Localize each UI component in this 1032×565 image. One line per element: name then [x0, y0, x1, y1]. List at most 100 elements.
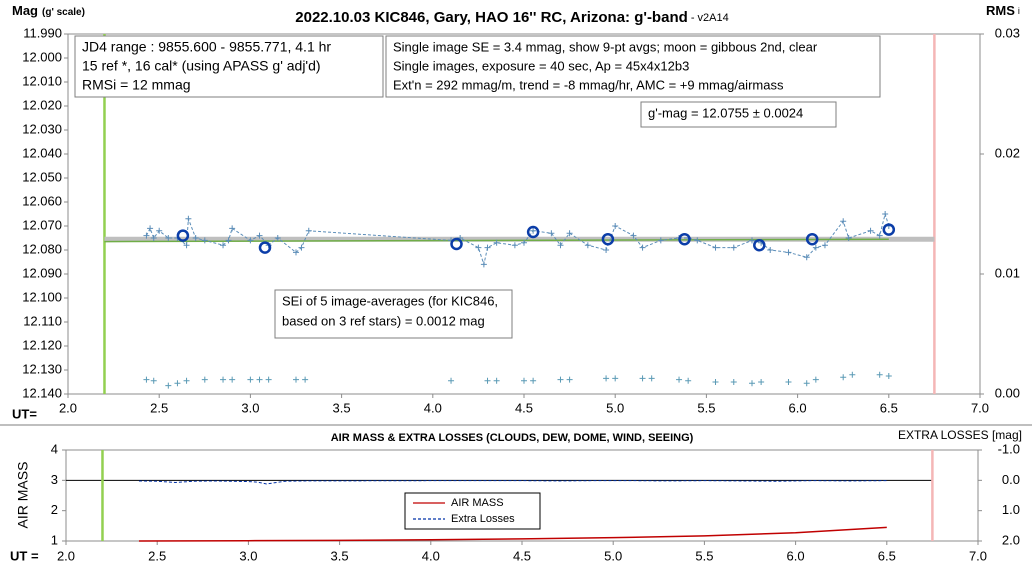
x-axis-label: UT = — [10, 548, 39, 563]
data-point — [867, 227, 874, 234]
y2-tick-label: 0.02 — [995, 145, 1020, 160]
y2-tick-label: 0.01 — [995, 265, 1020, 280]
data-point — [639, 375, 646, 382]
data-point — [183, 377, 190, 384]
y-tick-label: 12.110 — [23, 313, 62, 328]
annotation-text: Ext'n = 292 mmag/m, trend = -8 mmag/hr, … — [393, 77, 784, 92]
y-tick-label: 1 — [51, 532, 58, 547]
x-tick-label: 3.0 — [241, 400, 259, 415]
data-point — [293, 376, 299, 383]
data-point — [530, 377, 537, 384]
data-point — [156, 227, 163, 234]
y2-tick-label: 0.0 — [1002, 472, 1020, 487]
y-tick-label: 12.030 — [22, 121, 62, 136]
data-point — [165, 235, 172, 241]
series-line — [138, 480, 887, 485]
data-point — [174, 380, 181, 387]
y-tick-label: 12.120 — [22, 337, 62, 352]
data-point — [785, 379, 792, 385]
x-tick-label: 2.0 — [59, 400, 77, 415]
data-point — [150, 377, 157, 384]
data-point — [557, 242, 564, 249]
annotation-text: g'-mag = 12.0755 ± 0.0024 — [648, 105, 803, 120]
data-point — [256, 376, 263, 383]
data-point — [143, 232, 150, 239]
annotation-text: SEi of 5 image-averages (for KIC846, — [282, 293, 498, 308]
average-point — [805, 232, 819, 246]
chart-title: 2022.10.03 KIC846, Gary, HAO 16'' RC, Ar… — [295, 9, 728, 26]
data-point — [480, 261, 487, 268]
average-point — [450, 237, 463, 251]
x-tick-label: 7.0 — [969, 548, 987, 563]
y-label-note: (g' scale) — [42, 7, 85, 18]
data-point — [530, 227, 537, 234]
data-point — [657, 237, 664, 244]
annotation-text: based on 3 ref stars) = 0.0012 mag — [282, 313, 485, 328]
data-point — [849, 371, 856, 378]
legend-box — [404, 492, 541, 530]
title-text: 2022.10.03 KIC846, Gary, HAO 16'' RC, Ar… — [295, 9, 688, 26]
data-point — [298, 244, 305, 251]
data-point — [165, 382, 172, 389]
data-point — [247, 237, 254, 244]
data-point — [265, 376, 272, 383]
data-point — [201, 376, 208, 383]
data-point — [493, 239, 500, 246]
x-tick-label: 2.5 — [148, 548, 166, 563]
data-point — [274, 235, 281, 241]
data-point — [639, 244, 646, 251]
data-point — [143, 376, 150, 383]
average-point — [678, 232, 691, 246]
average-point — [176, 229, 190, 242]
x-axis-label: UT= — [12, 406, 37, 421]
y-tick-label: 12.070 — [22, 217, 62, 232]
data-point — [229, 225, 236, 232]
data-point — [521, 239, 527, 246]
data-point — [812, 376, 819, 383]
data-point — [603, 375, 610, 382]
data-point — [840, 218, 847, 225]
annotation-box — [640, 101, 837, 128]
legend-label: Extra Losses — [451, 513, 515, 525]
average-point — [753, 238, 766, 252]
y-tick-label: 4 — [51, 441, 58, 456]
y-tick-label: 3 — [51, 472, 58, 487]
data-point — [229, 376, 236, 383]
data-point — [730, 379, 737, 385]
y-tick-label: 2 — [51, 502, 58, 517]
x-tick-label: 4.5 — [515, 400, 533, 415]
data-point — [475, 244, 482, 251]
y2-tick-label: 1.0 — [1002, 502, 1020, 517]
data-point — [521, 377, 527, 384]
chart-title: AIR MASS & EXTRA LOSSES (CLOUDS, DEW, DO… — [331, 432, 694, 444]
annotation-box — [274, 289, 513, 339]
annotation-text: JD4 range : 9855.600 - 9855.771, 4.1 hr — [82, 39, 331, 55]
x-tick-label: 4.5 — [513, 548, 531, 563]
x-tick-label: 6.5 — [880, 400, 898, 415]
data-point — [685, 377, 692, 384]
y2-tick-label: 2.0 — [1002, 532, 1020, 547]
data-point — [676, 376, 683, 383]
y-axis-label: AIR MASS — [15, 462, 31, 529]
y-tick-label: 12.140 — [22, 385, 62, 400]
data-point — [876, 371, 883, 378]
data-point — [448, 377, 455, 384]
data-point — [758, 379, 765, 385]
annotation-text: RMSi = 12 mmag — [82, 77, 191, 93]
x-tick-label: 4.0 — [422, 548, 440, 563]
data-point — [247, 376, 254, 383]
data-point — [484, 244, 491, 251]
data-point — [192, 235, 199, 241]
data-point — [749, 380, 755, 387]
data-point — [220, 242, 227, 249]
y2-tick-label: 0.03 — [995, 25, 1020, 40]
data-point — [493, 377, 500, 384]
data-point — [712, 379, 719, 385]
y2-tick-label: 0.00 — [995, 385, 1020, 400]
data-point — [256, 232, 263, 239]
data-point — [821, 242, 828, 249]
x-tick-label: 3.5 — [331, 548, 349, 563]
data-point — [603, 247, 610, 253]
y-tick-label: 12.060 — [22, 193, 62, 208]
data-point — [201, 237, 208, 244]
